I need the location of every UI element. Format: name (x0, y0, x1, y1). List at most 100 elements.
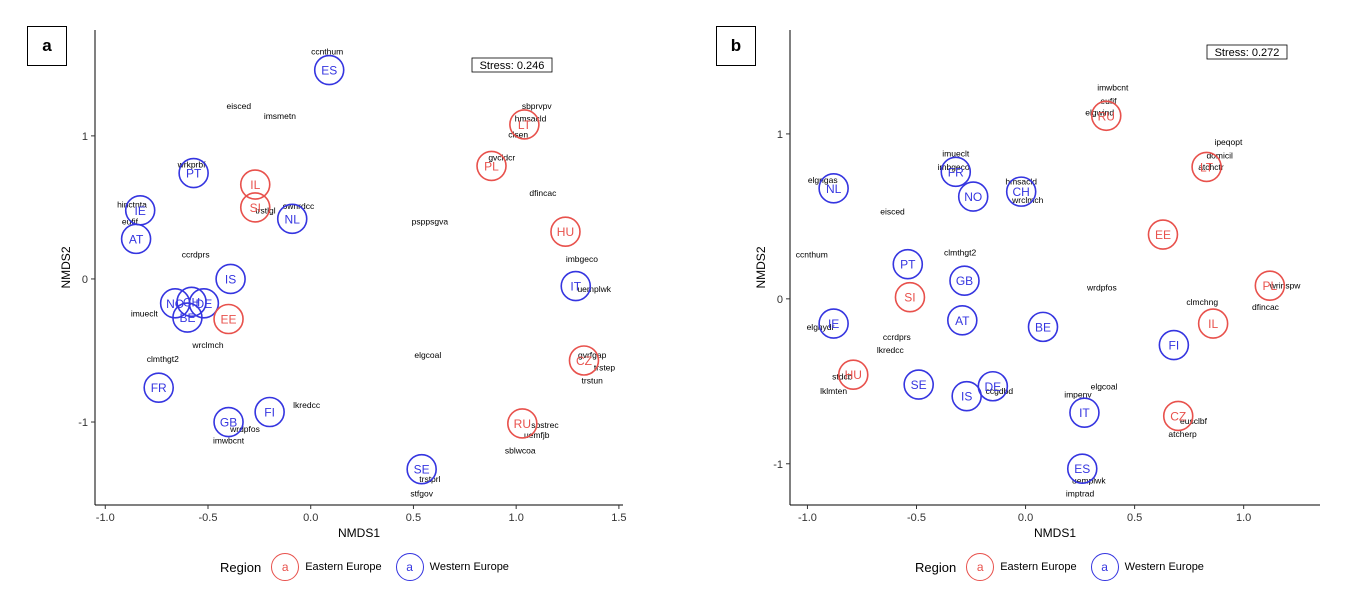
variable-label: wrdpfos (1086, 282, 1117, 292)
country-label: PT (186, 167, 202, 181)
country-marker (560, 270, 592, 302)
variable-label: dfincac (529, 188, 557, 198)
country-label: ES (321, 64, 337, 78)
x-tick-label: 0.0 (303, 512, 318, 524)
variable-label: clsen (508, 129, 528, 139)
variable-label: clmchng (1186, 297, 1218, 307)
variable-label: elgcoal (1091, 381, 1118, 391)
country-marker (947, 304, 978, 336)
country-label: IE (828, 317, 839, 331)
x-tick-label: 1.0 (509, 512, 524, 524)
variable-label: imueclt (131, 308, 159, 318)
y-tick-label: 1 (777, 129, 783, 141)
country-marker (1162, 400, 1194, 432)
country-label: IT (570, 280, 581, 294)
panel-a-scatter-plot: -1.0 -0.5 0.0 0.5 1.0 1.5 -1 0 1 NMDS1 NMDS2 ccnthu… (59, 30, 627, 540)
country-marker (476, 150, 507, 182)
variable-label: elghydr (807, 322, 835, 332)
variable-label: imwbcnt (1097, 83, 1129, 93)
country-marker (1254, 270, 1286, 301)
country-label: IL (250, 178, 260, 192)
stress-box (1206, 44, 1288, 60)
variable-label: stfgov (410, 489, 433, 499)
country-marker (313, 54, 345, 86)
variable-label: imwbcnt (213, 436, 245, 446)
country-label: SI (250, 201, 261, 215)
variable-label: imsmetn (264, 111, 296, 121)
country-label: IL (1208, 317, 1218, 331)
variable-label: trstep (594, 363, 616, 373)
country-marker (1158, 329, 1190, 361)
country-label: HU (557, 225, 574, 239)
country-label: FI (264, 406, 275, 420)
y-axis-title: NMDS2 (754, 246, 768, 288)
variable-label: imbgeco (566, 254, 598, 264)
country-marker (215, 263, 246, 295)
legend-panel-b: Region a Eastern Europe a Western Europe (915, 552, 1218, 582)
variable-label: sblwcoa (505, 446, 536, 456)
country-label: CH (1013, 185, 1030, 199)
country-label: IT (1079, 406, 1090, 420)
stress-box (471, 57, 553, 73)
country-label: AT (129, 232, 144, 246)
country-label: RU (1098, 109, 1115, 123)
variable-label: imueclt (942, 149, 970, 159)
country-label: PL (1262, 279, 1277, 293)
country-label: IE (135, 204, 146, 218)
country-label: NO (166, 297, 184, 311)
country-label: NO (964, 190, 982, 204)
variable-label: atchctr (1198, 162, 1224, 172)
country-marker (276, 203, 308, 235)
x-axis-title: NMDS1 (1034, 526, 1076, 540)
country-marker (1090, 100, 1122, 132)
y-tick-label: -1 (773, 459, 783, 471)
country-label: SE (414, 463, 430, 477)
country-marker (509, 109, 540, 140)
variable-label: ccrdprs (182, 250, 210, 260)
stress-label: Stress: 0.272 (1215, 47, 1280, 59)
legend-title: Region (220, 559, 262, 575)
legend-panel-a: Region a Eastern Europe a Western Europe (220, 552, 523, 582)
variable-label: domicil (1206, 150, 1233, 160)
country-marker (1005, 176, 1037, 207)
country-marker (1066, 453, 1098, 485)
variable-label: dfincac (1252, 302, 1280, 312)
variable-label: clmthgt2 (147, 354, 179, 364)
stress-label: Stress: 0.246 (480, 60, 545, 72)
variable-label: trstlgl (255, 205, 275, 215)
legend-label-eastern: Eastern Europe (1000, 561, 1077, 573)
country-label: LT (1200, 160, 1214, 174)
country-marker (213, 406, 244, 438)
legend-key-western: a (1090, 553, 1119, 581)
country-label: IS (225, 272, 236, 286)
x-tick-label: 0.0 (1018, 512, 1033, 524)
variable-label: wrdpfos (229, 424, 260, 434)
country-label: FR (151, 381, 167, 395)
country-label: ES (1074, 462, 1090, 476)
country-marker (213, 303, 244, 335)
variable-label: ccgdbd (986, 386, 1014, 396)
country-marker (568, 345, 600, 376)
y-tick-label: 0 (777, 294, 783, 306)
variable-label: hinctnta (117, 200, 147, 210)
legend-label-eastern: Eastern Europe (305, 561, 382, 573)
country-label: RU (514, 417, 531, 431)
country-marker (951, 380, 982, 412)
country-label: PT (900, 258, 916, 272)
y-tick-label: -1 (78, 417, 88, 429)
variable-label: eisced (880, 206, 905, 216)
country-marker (977, 370, 1009, 402)
country-label: CZ (576, 354, 592, 368)
variable-label: ipeqopt (1214, 137, 1243, 147)
country-marker (406, 453, 437, 485)
x-tick-label: -1.0 (798, 512, 817, 524)
country-label: PL (484, 159, 499, 173)
country-marker (1191, 151, 1222, 183)
variable-label: elgcoal (414, 350, 441, 360)
x-tick-label: 0.5 (406, 512, 421, 524)
y-tick-label: 1 (82, 131, 88, 143)
stress-annotation: Stress: 0.272 (1206, 44, 1288, 60)
country-label: AT (955, 314, 970, 328)
variable-label: sbstrec (531, 420, 559, 430)
country-label: NL (826, 182, 842, 196)
